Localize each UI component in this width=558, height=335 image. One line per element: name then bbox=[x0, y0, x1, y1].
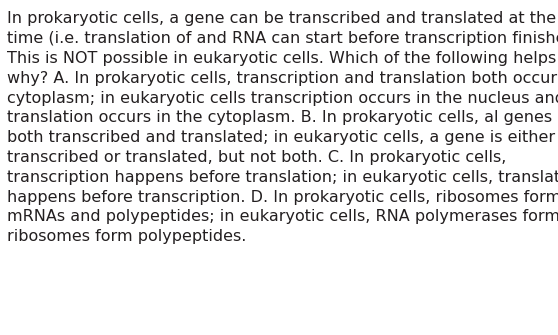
Text: In prokaryotic cells, a gene can be transcribed and translated at the same
time : In prokaryotic cells, a gene can be tran… bbox=[7, 11, 558, 244]
